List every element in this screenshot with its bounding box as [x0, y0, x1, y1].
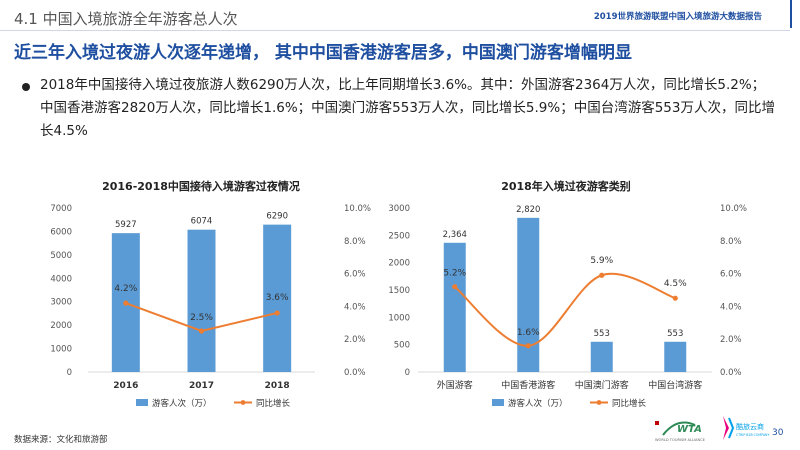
- y-right-tick-label: 6.0%: [720, 270, 742, 280]
- ctrip-logo-subtext: CTRIP B2B COMPANY: [736, 433, 769, 437]
- growth-point: [452, 284, 458, 290]
- y-left-tick-label: 7000: [50, 204, 72, 214]
- y-left-tick-label: 500: [394, 341, 410, 351]
- bar-value-label: 553: [594, 329, 610, 339]
- bar-value-label: 2,820: [516, 205, 540, 215]
- bar: [263, 224, 292, 372]
- y-left-tick-label: 0: [67, 368, 72, 378]
- y-left-tick-label: 3000: [50, 298, 72, 308]
- wta-logo-swoosh: [662, 421, 696, 436]
- wta-logo: WTA WORLD TOURISM ALLIANCE: [655, 421, 706, 442]
- growth-value-label: 5.2%: [443, 269, 466, 279]
- ctrip-logo-mark-2: [728, 417, 735, 439]
- x-tick-label: 外国游客: [437, 379, 473, 391]
- growth-value-label: 4.2%: [114, 284, 137, 294]
- y-left-tick-label: 1000: [388, 313, 410, 323]
- legend-bar-label: 游客人次（万）: [508, 398, 568, 409]
- y-right-tick-label: 0.0%: [344, 368, 366, 378]
- wta-logo-subtext: WORLD TOURISM ALLIANCE: [655, 438, 706, 442]
- y-left-tick-label: 6000: [50, 227, 72, 237]
- legend-line-marker: [240, 400, 246, 405]
- page-number: 30: [772, 428, 784, 438]
- bullet-text: 2018年中国接待入境过夜旅游人数6290万人次，比上年同期增长3.6%。其中：…: [40, 77, 775, 139]
- ctrip-logo: 酷旅云商 CTRIP B2B COMPANY: [723, 416, 769, 440]
- growth-point: [123, 300, 129, 306]
- legend-bar-swatch: [136, 399, 148, 406]
- growth-value-label: 1.6%: [517, 328, 540, 338]
- y-left-tick-label: 1500: [388, 286, 410, 296]
- growth-value-label: 4.5%: [664, 279, 687, 289]
- x-tick-label: 中国台湾游客: [648, 379, 702, 391]
- y-right-tick-label: 8.0%: [720, 237, 742, 247]
- growth-point: [525, 343, 531, 349]
- bullet-icon: [22, 83, 30, 91]
- growth-value-label: 5.9%: [590, 256, 613, 266]
- bar: [590, 341, 613, 372]
- bar-value-label: 5927: [115, 220, 137, 230]
- bar-value-label: 6074: [191, 217, 213, 227]
- growth-point: [672, 295, 678, 301]
- y-left-tick-label: 0: [405, 368, 410, 378]
- wta-logo-text: WTA: [677, 424, 702, 435]
- bar: [664, 341, 687, 372]
- bar-value-label: 553: [667, 329, 683, 339]
- y-left-tick-label: 2500: [388, 231, 410, 241]
- chart-title: 2016-2018中国接待入境游客过夜情况: [102, 179, 300, 193]
- bar-value-label: 2,364: [443, 230, 467, 240]
- y-right-tick-label: 8.0%: [344, 237, 366, 247]
- bar: [517, 217, 540, 372]
- bar-value-label: 6290: [266, 212, 288, 222]
- headline: 近三年入境过夜游人次逐年递增， 其中中国香港游客居多，中国澳门游客增幅明显: [14, 43, 632, 63]
- title-divider: [0, 30, 790, 31]
- growth-value-label: 2.5%: [190, 313, 213, 323]
- legend-line-marker: [596, 400, 602, 405]
- y-left-tick-label: 5000: [50, 251, 72, 261]
- y-right-tick-label: 10.0%: [344, 204, 371, 214]
- legend-bar-swatch: [492, 399, 504, 406]
- y-left-tick-label: 2000: [388, 259, 410, 269]
- y-left-tick-label: 2000: [50, 321, 72, 331]
- growth-value-label: 3.6%: [266, 293, 289, 303]
- ctrip-logo-mark: [723, 416, 729, 440]
- y-right-tick-label: 0.0%: [720, 368, 742, 378]
- growth-point: [274, 310, 280, 316]
- legend-line-label: 同比增长: [612, 398, 647, 409]
- corner-accent: [790, 0, 792, 28]
- ctrip-logo-text: 酷旅云商: [736, 422, 764, 431]
- growth-line: [454, 272, 676, 347]
- growth-point: [599, 272, 605, 278]
- section-title: 4.1 中国入境旅游全年游客总人次: [14, 10, 238, 28]
- growth-point: [198, 328, 205, 334]
- x-tick-label: 中国澳门游客: [575, 379, 629, 391]
- x-tick-label: 2018: [265, 381, 290, 391]
- y-right-tick-label: 4.0%: [344, 302, 366, 312]
- y-left-tick-label: 4000: [50, 274, 72, 284]
- legend-line-label: 同比增长: [256, 398, 291, 409]
- bar: [187, 229, 216, 372]
- chart-title: 2018年入境过夜游客类别: [501, 179, 631, 193]
- x-tick-label: 2016: [113, 381, 138, 391]
- x-tick-label: 2017: [189, 381, 214, 391]
- legend-bar-label: 游客人次（万）: [152, 398, 212, 409]
- bar: [443, 242, 466, 372]
- y-right-tick-label: 6.0%: [344, 270, 366, 280]
- report-title: 2019世界旅游联盟中国入境旅游大数据报告: [593, 12, 762, 22]
- y-right-tick-label: 4.0%: [720, 302, 742, 312]
- y-right-tick-label: 2.0%: [720, 335, 742, 345]
- x-tick-label: 中国香港游客: [501, 379, 555, 391]
- wta-logo-mark: [655, 421, 659, 425]
- y-left-tick-label: 1000: [50, 345, 72, 355]
- y-left-tick-label: 3000: [388, 204, 410, 214]
- data-source: 数据来源：文化和旅游部: [14, 435, 108, 445]
- y-right-tick-label: 2.0%: [344, 335, 366, 345]
- y-right-tick-label: 10.0%: [720, 204, 747, 214]
